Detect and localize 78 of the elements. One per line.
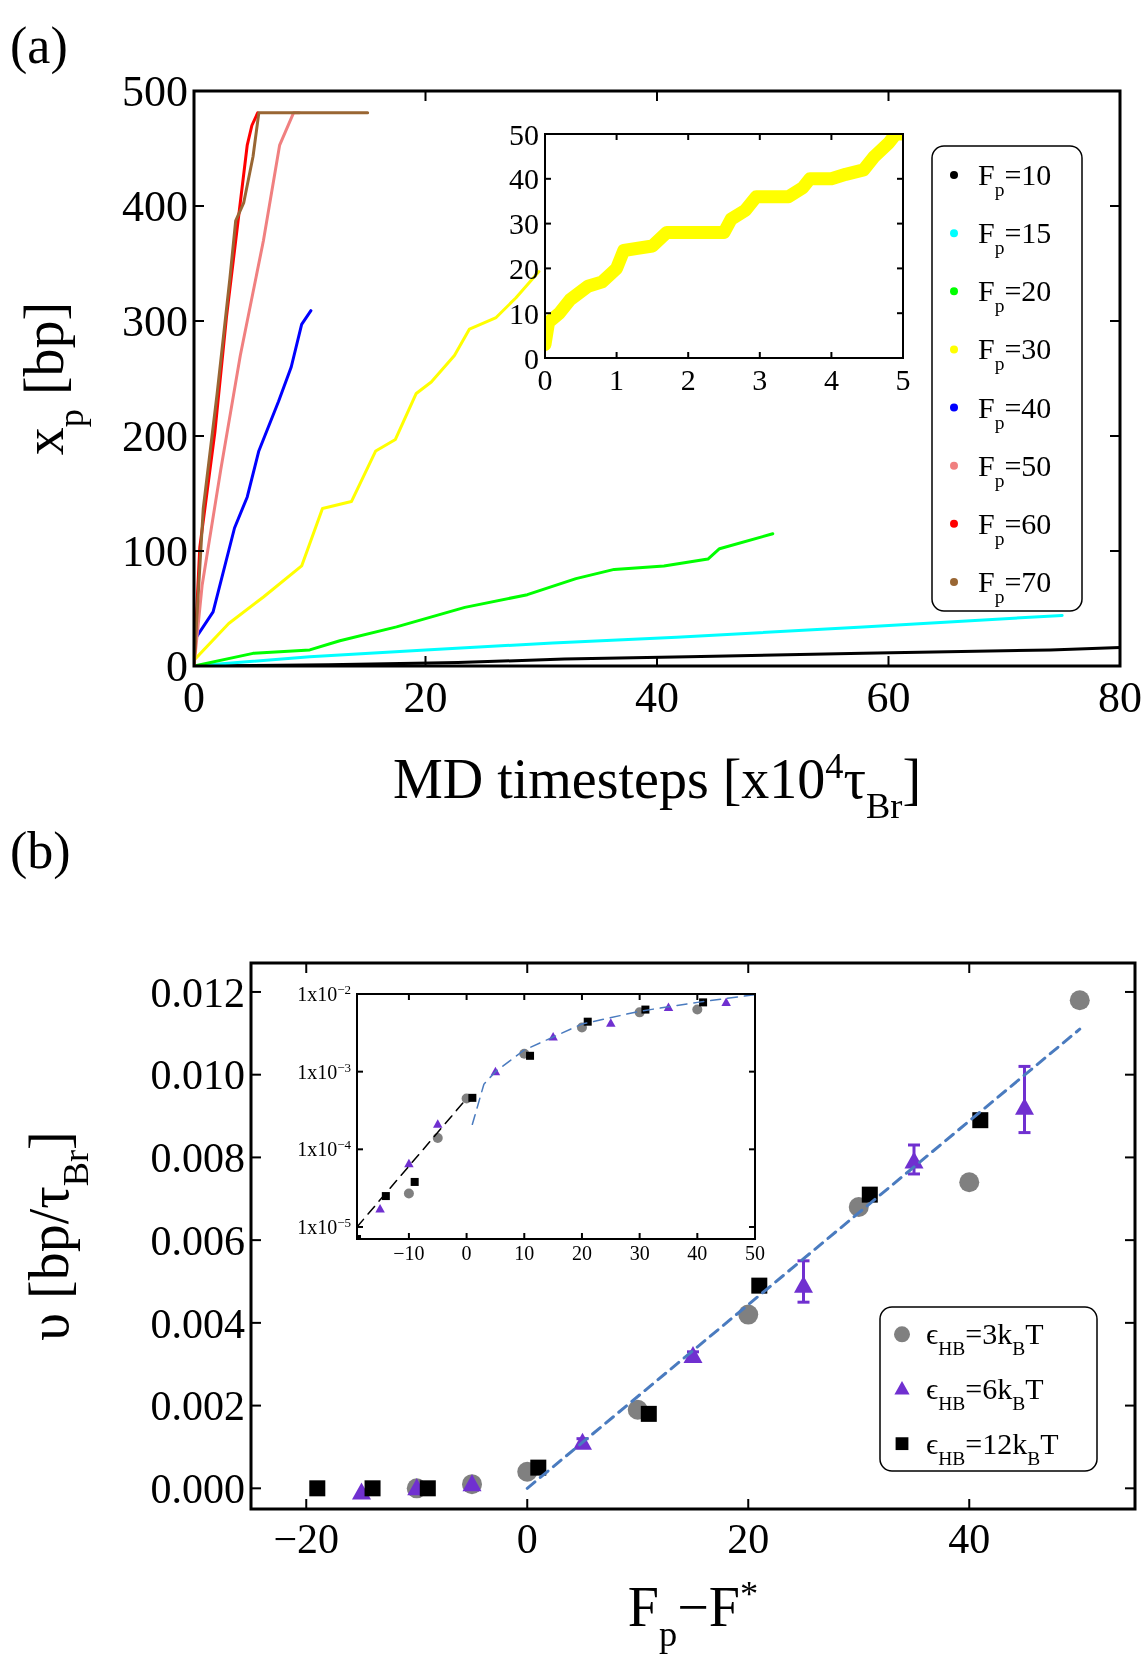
legend-label: F$_{p}$=20 bbox=[978, 274, 1052, 316]
y-tick-label: 1x10$^{−5}$ bbox=[297, 1214, 351, 1238]
y-tick-label: 0.010 bbox=[150, 1052, 245, 1099]
x-tick-label: 20 bbox=[571, 1242, 592, 1264]
y-tick-label: 0.000 bbox=[150, 1466, 245, 1513]
x-tick-label: 1 bbox=[609, 362, 625, 396]
y-tick-label: 10 bbox=[509, 296, 539, 330]
point bbox=[692, 1004, 703, 1015]
point bbox=[583, 1017, 592, 1026]
legend-label: ϵ$_{HB}$=6k$_{B}$T bbox=[926, 1372, 1044, 1414]
point bbox=[959, 1172, 980, 1193]
point bbox=[530, 1459, 547, 1476]
point bbox=[606, 1018, 616, 1027]
point bbox=[404, 1158, 414, 1168]
x-tick-label: 4 bbox=[823, 362, 839, 396]
point bbox=[433, 1119, 443, 1128]
point bbox=[721, 997, 731, 1006]
y-tick-label: 0.006 bbox=[150, 1217, 245, 1264]
chart-title: (b) bbox=[10, 822, 71, 880]
y-tick-label: 0.008 bbox=[150, 1135, 245, 1182]
point bbox=[309, 1480, 326, 1497]
y-tick-label: 0.004 bbox=[150, 1300, 245, 1347]
y-tick-label: 1x10$^{−2}$ bbox=[297, 981, 351, 1005]
x-tick-label: 0 bbox=[461, 1242, 472, 1264]
legend-label: F$_{p}$=10 bbox=[978, 158, 1052, 200]
y-tick-label: 0 bbox=[524, 341, 539, 375]
y-tick-label: 300 bbox=[122, 297, 188, 347]
point bbox=[375, 1204, 385, 1213]
y-tick-label: 200 bbox=[122, 412, 188, 462]
point bbox=[526, 1051, 535, 1060]
y-tick-label: 1x10$^{−4}$ bbox=[297, 1136, 352, 1161]
point bbox=[640, 1405, 657, 1422]
point bbox=[419, 1480, 436, 1497]
y-tick-label: 0.002 bbox=[150, 1383, 245, 1430]
x-tick-label: 20 bbox=[403, 673, 448, 723]
x-tick-label: 80 bbox=[1098, 673, 1142, 723]
point bbox=[683, 1345, 703, 1363]
point bbox=[751, 1277, 768, 1294]
legend-label: F$_{p}$=70 bbox=[978, 564, 1052, 607]
x-tick-label: −10 bbox=[393, 1242, 425, 1264]
point bbox=[403, 1188, 414, 1199]
x-tick-label: −20 bbox=[273, 1516, 340, 1563]
y-tick-label: 500 bbox=[122, 67, 188, 117]
x-tick-label: 40 bbox=[687, 1242, 708, 1264]
line-series bbox=[194, 532, 775, 666]
x-tick-label: 40 bbox=[948, 1516, 991, 1563]
legend-label: F$_{p}$=50 bbox=[978, 448, 1052, 491]
x-tick-label: 2 bbox=[680, 362, 696, 396]
legend-label: F$_{p}$=30 bbox=[978, 332, 1052, 374]
x-tick-label: 40 bbox=[635, 673, 679, 723]
point bbox=[1069, 990, 1090, 1011]
x-tick-label: 60 bbox=[866, 673, 911, 723]
x-tick-label: 20 bbox=[727, 1516, 770, 1563]
legend-label: F$_{p}$=40 bbox=[978, 390, 1052, 433]
y-tick-label: 1x10$^{−3}$ bbox=[297, 1059, 351, 1083]
x-tick-label: 50 bbox=[745, 1242, 765, 1264]
y-tick-label: 100 bbox=[122, 527, 188, 577]
x-tick-label: 30 bbox=[629, 1242, 650, 1264]
x-tick-label: 5 bbox=[895, 362, 911, 396]
point bbox=[468, 1093, 477, 1102]
legend-label: ϵ$_{HB}$=3k$_{B}$T bbox=[926, 1317, 1044, 1359]
y-tick-label: 40 bbox=[509, 162, 539, 196]
legend-label: ϵ$_{HB}$=12k$_{B}$T bbox=[926, 1426, 1059, 1469]
x-tick-label: 3 bbox=[752, 362, 768, 396]
x-axis-title: MD timesteps [x10$^{4}$τ$_{Br}$] bbox=[392, 746, 922, 826]
point bbox=[410, 1177, 419, 1186]
y-tick-label: 0.012 bbox=[150, 969, 245, 1016]
line-series bbox=[471, 994, 755, 1126]
y-tick-label: 30 bbox=[509, 207, 539, 241]
y-tick-label: 50 bbox=[509, 117, 539, 151]
x-axis-title: F$_{p}$−F$^{*}$ bbox=[627, 1574, 759, 1654]
y-tick-label: 20 bbox=[509, 251, 539, 285]
chart-title: (a) bbox=[10, 17, 68, 75]
y-tick-label: 400 bbox=[122, 182, 188, 232]
legend-label: F$_{p}$=60 bbox=[978, 506, 1052, 549]
point bbox=[861, 1186, 878, 1203]
point bbox=[364, 1480, 381, 1497]
legend-label: F$_{p}$=15 bbox=[978, 216, 1052, 258]
